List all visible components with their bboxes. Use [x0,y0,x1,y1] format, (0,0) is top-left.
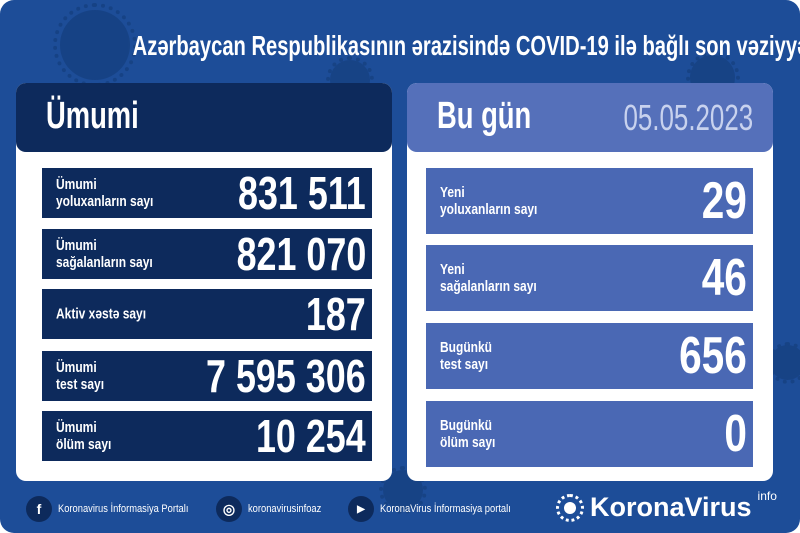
stat-value: 821 070 [236,228,366,280]
koronavirus-logo: KoronaVirus info [556,489,777,523]
today-header: Bu gün 05.05.2023 [407,83,773,152]
today-heading: Bu gün [437,95,532,137]
instagram-icon: ◎ [216,496,242,522]
youtube-link[interactable]: ▶ KoronaVirus İnformasiya portalı [348,496,534,522]
total-panel: Ümumi Ümumi yoluxanların sayı 831 511 Ümum… [16,83,392,481]
stat-value: 29 [701,172,747,230]
facebook-link[interactable]: f Koronavirus İnformasiya Portalı [26,496,211,522]
stat-row-today-tests: Bugünkü test sayı 656 [426,323,753,389]
stat-row-active: Aktiv xəstə sayı 187 [42,288,372,340]
stat-row-new-recovered: Yeni sağalanların sayı 46 [426,245,753,311]
stat-value: 656 [679,327,747,385]
today-panel: Bu gün 05.05.2023 Yeni yoluxanların sayı 29… [407,83,773,481]
date: 05.05.2023 [623,97,753,138]
stat-value: 10 254 [256,410,366,462]
sun-icon [556,493,584,522]
stat-value: 831 511 [238,167,366,219]
instagram-link[interactable]: ◎ koronavirusinfoaz [216,496,334,522]
stat-row-total-recovered: Ümumi sağalanların sayı 821 070 [42,228,372,280]
stat-value: 46 [701,249,747,307]
page-title: Azərbaycan Respublikasının ərazisində CO… [132,30,800,61]
stat-value: 187 [306,288,366,340]
youtube-icon: ▶ [348,496,374,522]
footer: f Koronavirus İnformasiya Portalı ◎ korona… [0,489,800,527]
stat-value: 7 595 306 [206,350,366,402]
stat-row-new-infected: Yeni yoluxanların sayı 29 [426,168,753,234]
stat-row-total-infected: Ümumi yoluxanların sayı 831 511 [42,167,372,219]
facebook-icon: f [26,496,52,522]
total-header: Ümumi [16,83,392,152]
stat-row-total-tests: Ümumi test sayı 7 595 306 [42,350,372,402]
stat-value: 0 [724,405,747,463]
stat-row-total-deaths: Ümumi ölüm sayı 10 254 [42,410,372,462]
stat-row-today-deaths: Bugünkü ölüm sayı 0 [426,401,753,467]
total-heading: Ümumi [46,95,139,137]
virus-icon [766,341,800,384]
